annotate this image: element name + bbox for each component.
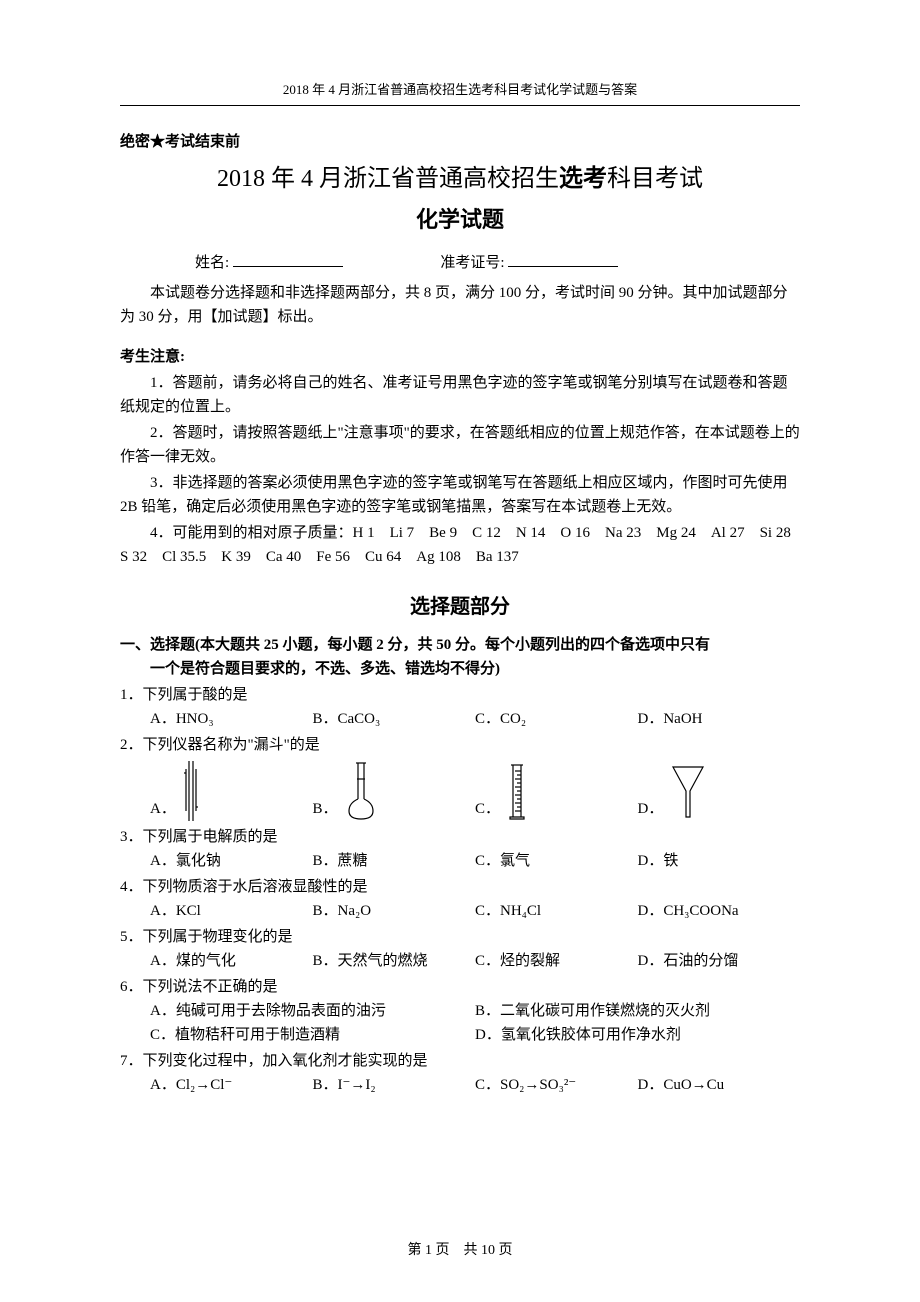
- q2-cell-d: D．: [638, 761, 801, 821]
- condenser-icon: [184, 761, 198, 821]
- graduated-cylinder-icon: [508, 761, 526, 821]
- q2-opt-d-label: D．: [638, 797, 664, 821]
- q3-opt-a: A．氯化钠: [150, 849, 313, 873]
- question-5: 5．下列属于物理变化的是 A．煤的气化 B．天然气的燃烧 C．烃的裂解 D．石油…: [120, 925, 800, 973]
- section-intro-line2: 一个是符合题目要求的，不选、多选、错选均不得分): [150, 657, 800, 681]
- section-title: 选择题部分: [120, 591, 800, 623]
- q4-opt-c: C．NH₄Cl: [475, 899, 638, 923]
- q1-opt-a: A．HNO₃: [150, 707, 313, 731]
- q4-opt-d: D．CH₃COONa: [638, 899, 801, 923]
- q1-opt-c: C．CO₂: [475, 707, 638, 731]
- q7-opt-c: C．SO₂→SO₃²⁻: [475, 1073, 638, 1097]
- question-3: 3．下列属于电解质的是 A．氯化钠 B．蔗糖 C．氯气 D．铁: [120, 825, 800, 873]
- notice-item-3: 3．非选择题的答案必须使用黑色字迹的签字笔或钢笔写在答题纸上相应区域内，作图时可…: [120, 471, 800, 519]
- q2-opt-b-label: B．: [313, 797, 338, 821]
- q3-stem: 3．下列属于电解质的是: [120, 825, 800, 849]
- title-pre: 2018 年 4 月浙江省普通高校招生: [217, 166, 559, 192]
- q5-opt-d: D．石油的分馏: [638, 949, 801, 973]
- q4-opt-a: A．KCl: [150, 899, 313, 923]
- name-id-row: 姓名: 准考证号:: [120, 251, 800, 275]
- q2-cell-c: C．: [475, 761, 638, 821]
- question-7: 7．下列变化过程中，加入氧化剂才能实现的是 A．Cl₂→Cl⁻ B．I⁻→I₂ …: [120, 1049, 800, 1097]
- id-blank[interactable]: [508, 252, 618, 267]
- name-label: 姓名:: [195, 255, 229, 271]
- question-2: 2．下列仪器名称为"漏斗"的是 A． B．: [120, 733, 800, 821]
- section-intro: 一、选择题(本大题共 25 小题，每小题 2 分，共 50 分。每个小题列出的四…: [120, 633, 800, 681]
- q6-opt-d: D．氢氧化铁胶体可用作净水剂: [475, 1023, 800, 1047]
- q7-opt-a: A．Cl₂→Cl⁻: [150, 1073, 313, 1097]
- notice-heading: 考生注意:: [120, 345, 800, 369]
- q1-opt-b: B．CaCO₃: [313, 707, 476, 731]
- q6-stem: 6．下列说法不正确的是: [120, 975, 800, 999]
- q6-opt-b: B．二氧化碳可用作镁燃烧的灭火剂: [475, 999, 800, 1023]
- q5-opt-b: B．天然气的燃烧: [313, 949, 476, 973]
- q7-opt-b: B．I⁻→I₂: [313, 1073, 476, 1097]
- notice-item-4: 4．可能用到的相对原子质量：H 1 Li 7 Be 9 C 12 N 14 O …: [120, 521, 800, 569]
- page-footer: 第 1 页 共 10 页: [0, 1240, 920, 1262]
- q2-opt-a-label: A．: [150, 797, 176, 821]
- sub-title: 化学试题: [120, 202, 800, 237]
- q3-opt-b: B．蔗糖: [313, 849, 476, 873]
- name-blank[interactable]: [233, 252, 343, 267]
- q2-cell-b: B．: [313, 761, 476, 821]
- page: 2018 年 4 月浙江省普通高校招生选考科目考试化学试题与答案 绝密★考试结束…: [0, 0, 920, 1302]
- confidential-label: 绝密★考试结束前: [120, 130, 800, 154]
- q2-stem: 2．下列仪器名称为"漏斗"的是: [120, 733, 800, 757]
- q6-opt-c: C．植物秸秆可用于制造酒精: [150, 1023, 475, 1047]
- q3-opt-d: D．铁: [638, 849, 801, 873]
- title-post: 科目考试: [607, 166, 703, 192]
- q2-opt-c-label: C．: [475, 797, 500, 821]
- section-intro-line1: 一、选择题(本大题共 25 小题，每小题 2 分，共 50 分。每个小题列出的四…: [120, 637, 710, 653]
- q6-opt-a: A．纯碱可用于去除物品表面的油污: [150, 999, 475, 1023]
- running-header: 2018 年 4 月浙江省普通高校招生选考科目考试化学试题与答案: [120, 80, 800, 106]
- q1-stem: 1．下列属于酸的是: [120, 683, 800, 707]
- notice-item-1: 1．答题前，请务必将自己的姓名、准考证号用黑色字迹的签字笔或钢笔分别填写在试题卷…: [120, 371, 800, 419]
- question-4: 4．下列物质溶于水后溶液显酸性的是 A．KCl B．Na₂O C．NH₄Cl D…: [120, 875, 800, 923]
- q1-opt-d: D．NaOH: [638, 707, 801, 731]
- funnel-icon: [671, 761, 705, 821]
- volumetric-flask-icon: [346, 761, 376, 821]
- q3-opt-c: C．氯气: [475, 849, 638, 873]
- q5-opt-c: C．烃的裂解: [475, 949, 638, 973]
- q5-stem: 5．下列属于物理变化的是: [120, 925, 800, 949]
- question-6: 6．下列说法不正确的是 A．纯碱可用于去除物品表面的油污 B．二氧化碳可用作镁燃…: [120, 975, 800, 1047]
- q4-opt-b: B．Na₂O: [313, 899, 476, 923]
- question-1: 1．下列属于酸的是 A．HNO₃ B．CaCO₃ C．CO₂ D．NaOH: [120, 683, 800, 731]
- intro-paragraph: 本试题卷分选择题和非选择题两部分，共 8 页，满分 100 分，考试时间 90 …: [120, 281, 800, 329]
- title-bold: 选考: [559, 166, 607, 192]
- q2-cell-a: A．: [150, 761, 313, 821]
- q7-opt-d: D．CuO→Cu: [638, 1073, 801, 1097]
- id-label: 准考证号:: [440, 255, 504, 271]
- q5-opt-a: A．煤的气化: [150, 949, 313, 973]
- q4-stem: 4．下列物质溶于水后溶液显酸性的是: [120, 875, 800, 899]
- notice-item-2: 2．答题时，请按照答题纸上"注意事项"的要求，在答题纸相应的位置上规范作答，在本…: [120, 421, 800, 469]
- q7-stem: 7．下列变化过程中，加入氧化剂才能实现的是: [120, 1049, 800, 1073]
- main-title: 2018 年 4 月浙江省普通高校招生选考科目考试: [120, 160, 800, 198]
